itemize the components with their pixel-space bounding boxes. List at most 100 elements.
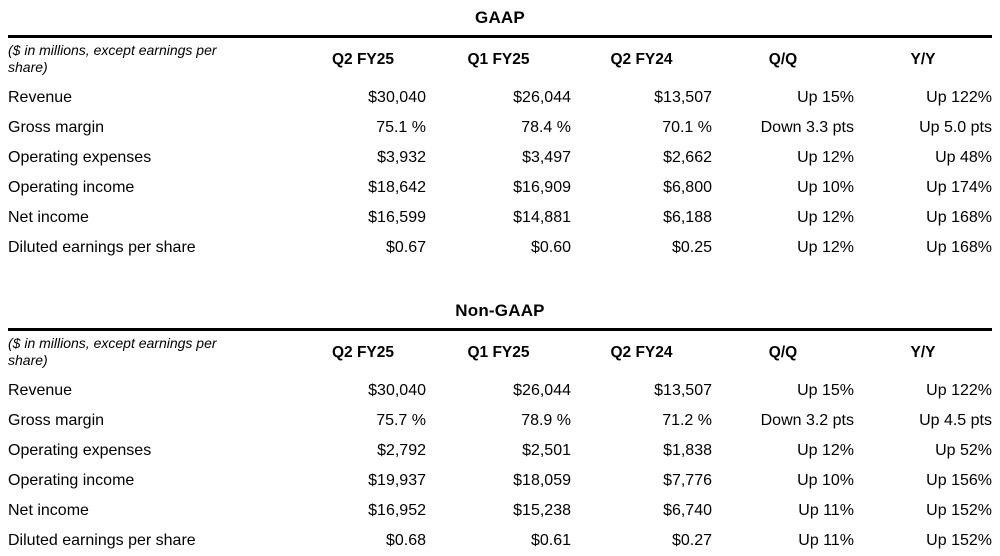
cell-value: $30,040 xyxy=(368,89,426,106)
row-label: Gross margin xyxy=(8,119,105,136)
row-label: Operating expenses xyxy=(8,442,152,459)
cell-value: Up 52% xyxy=(935,442,992,459)
cell-value: $3,497 xyxy=(522,149,571,166)
column-header-q2fy24: Q2 FY24 xyxy=(610,50,673,68)
units-caption: ($ in millions, except earnings per shar… xyxy=(8,335,217,368)
cell-value: Up 10% xyxy=(797,472,854,489)
cell-value: $16,952 xyxy=(368,502,426,519)
cell-value: Up 10% xyxy=(797,179,854,196)
cell-value: Up 12% xyxy=(797,442,854,459)
gaap-table-title: GAAP xyxy=(475,8,525,27)
column-header-q2fy25: Q2 FY25 xyxy=(331,343,395,361)
gaap-financial-table: ($ in millions, except earnings per shar… xyxy=(8,35,992,263)
gaap-section: GAAP ($ in millions, except earnings per… xyxy=(8,0,992,263)
table-row-operating-income: Operating income $19,937 $18,059 $7,776 … xyxy=(8,466,992,496)
cell-value: $30,040 xyxy=(368,382,426,399)
table-row-gross-margin: Gross margin 75.7 % 78.9 % 71.2 % Down 3… xyxy=(8,406,992,436)
cell-value: $7,776 xyxy=(663,472,712,489)
table-row-net-income: Net income $16,952 $15,238 $6,740 Up 11%… xyxy=(8,496,992,526)
cell-value: Up 122% xyxy=(926,89,992,106)
cell-value: Up 15% xyxy=(797,89,854,106)
cell-value: $16,599 xyxy=(368,209,426,226)
cell-value: $6,800 xyxy=(663,179,712,196)
table-row-revenue: Revenue $30,040 $26,044 $13,507 Up 15% U… xyxy=(8,376,992,406)
row-label: Operating income xyxy=(8,472,135,489)
cell-value: 70.1 % xyxy=(662,119,712,136)
cell-value: Up 122% xyxy=(926,382,992,399)
non-gaap-table-title: Non-GAAP xyxy=(455,301,545,320)
cell-value: $6,740 xyxy=(663,502,712,519)
cell-value: $15,238 xyxy=(513,502,571,519)
cell-value: $18,059 xyxy=(513,472,571,489)
cell-value: $14,881 xyxy=(513,209,571,226)
cell-value: $0.68 xyxy=(385,532,426,549)
column-header-q2fy25: Q2 FY25 xyxy=(331,50,395,68)
table-row-net-income: Net income $16,599 $14,881 $6,188 Up 12%… xyxy=(8,203,992,233)
cell-value: Up 152% xyxy=(926,532,992,549)
cell-value: Up 5.0 pts xyxy=(919,119,992,136)
row-label: Diluted earnings per share xyxy=(8,239,196,256)
cell-value: Up 152% xyxy=(926,502,992,519)
cell-value: $2,501 xyxy=(522,442,571,459)
column-header-q1fy25: Q1 FY25 xyxy=(467,343,530,361)
cell-value: $16,909 xyxy=(513,179,571,196)
non-gaap-section: Non-GAAP ($ in millions, except earnings… xyxy=(8,293,992,556)
cell-value: $0.67 xyxy=(385,239,426,256)
cell-value: $2,662 xyxy=(663,149,712,166)
row-label: Net income xyxy=(8,209,89,226)
row-label: Revenue xyxy=(8,382,73,399)
table-row-diluted-eps: Diluted earnings per share $0.67 $0.60 $… xyxy=(8,233,992,263)
non-gaap-header-row: ($ in millions, except earnings per shar… xyxy=(8,330,992,377)
non-gaap-financial-table: ($ in millions, except earnings per shar… xyxy=(8,328,992,556)
row-label: Revenue xyxy=(8,89,73,106)
cell-value: 78.9 % xyxy=(521,412,571,429)
cell-value: $0.60 xyxy=(530,239,571,256)
table-row-gross-margin: Gross margin 75.1 % 78.4 % 70.1 % Down 3… xyxy=(8,113,992,143)
cell-value: Up 12% xyxy=(797,209,854,226)
gaap-header-row: ($ in millions, except earnings per shar… xyxy=(8,37,992,84)
cell-value: Up 12% xyxy=(797,239,854,256)
cell-value: 78.4 % xyxy=(521,119,571,136)
cell-value: $2,792 xyxy=(377,442,426,459)
column-header-qq: Q/Q xyxy=(768,50,798,68)
table-row-operating-expenses: Operating expenses $2,792 $2,501 $1,838 … xyxy=(8,436,992,466)
table-row-operating-income: Operating income $18,642 $16,909 $6,800 … xyxy=(8,173,992,203)
column-header-yy: Y/Y xyxy=(910,50,936,68)
cell-value: $0.61 xyxy=(530,532,571,549)
column-header-q2fy24: Q2 FY24 xyxy=(610,343,673,361)
cell-value: Up 12% xyxy=(797,149,854,166)
cell-value: Up 156% xyxy=(926,472,992,489)
column-header-qq: Q/Q xyxy=(768,343,798,361)
cell-value: Up 168% xyxy=(926,239,992,256)
cell-value: Down 3.3 pts xyxy=(760,119,854,136)
non-gaap-caption-cell: ($ in millions, except earnings per shar… xyxy=(8,330,300,377)
cell-value: $0.27 xyxy=(671,532,712,549)
table-row-diluted-eps: Diluted earnings per share $0.68 $0.61 $… xyxy=(8,526,992,556)
cell-value: Up 11% xyxy=(798,532,854,549)
cell-value: 75.1 % xyxy=(376,119,426,136)
row-label: Net income xyxy=(8,502,89,519)
gaap-caption-cell: ($ in millions, except earnings per shar… xyxy=(8,37,300,84)
cell-value: $26,044 xyxy=(513,89,571,106)
cell-value: $19,937 xyxy=(368,472,426,489)
cell-value: Up 48% xyxy=(935,149,992,166)
column-header-yy: Y/Y xyxy=(910,343,936,361)
row-label: Operating income xyxy=(8,179,135,196)
cell-value: $13,507 xyxy=(654,89,712,106)
cell-value: Up 15% xyxy=(797,382,854,399)
row-label: Gross margin xyxy=(8,412,105,429)
cell-value: 71.2 % xyxy=(662,412,712,429)
cell-value: Up 4.5 pts xyxy=(919,412,992,429)
cell-value: $1,838 xyxy=(663,442,712,459)
cell-value: $26,044 xyxy=(513,382,571,399)
table-row-operating-expenses: Operating expenses $3,932 $3,497 $2,662 … xyxy=(8,143,992,173)
cell-value: Up 174% xyxy=(926,179,992,196)
cell-value: $6,188 xyxy=(663,209,712,226)
table-row-revenue: Revenue $30,040 $26,044 $13,507 Up 15% U… xyxy=(8,83,992,113)
row-label: Operating expenses xyxy=(8,149,152,166)
units-caption: ($ in millions, except earnings per shar… xyxy=(8,42,217,75)
column-header-q1fy25: Q1 FY25 xyxy=(467,50,530,68)
cell-value: $3,932 xyxy=(377,149,426,166)
row-label: Diluted earnings per share xyxy=(8,532,196,549)
cell-value: $0.25 xyxy=(671,239,712,256)
